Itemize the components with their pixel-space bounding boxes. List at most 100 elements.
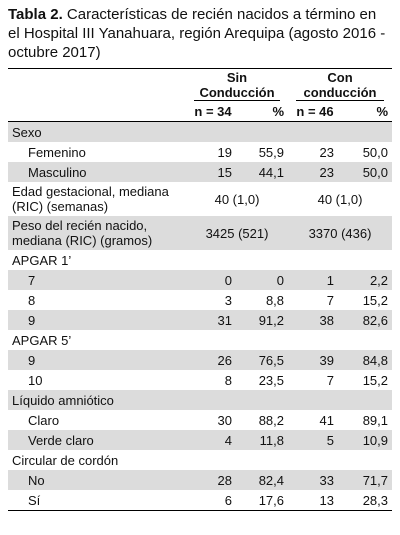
cell: 2,2 — [342, 270, 393, 290]
row: 7 0 0 1 2,2 — [8, 270, 393, 290]
cell: 23 — [288, 162, 343, 182]
row-label: Sexo — [8, 121, 186, 142]
cell: 13 — [319, 492, 335, 508]
row-label: Sí — [28, 492, 41, 508]
cell: 91,2 — [240, 310, 289, 330]
cell: 44,1 — [240, 162, 289, 182]
row: 9 26 76,5 39 84,8 — [8, 350, 393, 370]
cell: 40 (1,0) — [214, 191, 260, 207]
cell: 31 — [186, 310, 240, 330]
cell: 7 — [326, 292, 335, 308]
row: 9 31 91,2 38 82,6 — [8, 310, 393, 330]
cell: 0 — [240, 270, 289, 290]
cell: 15,2 — [362, 372, 389, 388]
row: 10 8 23,5 7 15,2 — [8, 370, 392, 390]
cell: 23,5 — [258, 372, 285, 388]
group: Con conducción — [296, 70, 385, 101]
row-label: Circular de cordón — [12, 452, 119, 468]
column-label: n = 34 — [194, 103, 232, 119]
table-label: Tabla 2. — [8, 6, 63, 23]
row-label: APGAR 5’ — [12, 332, 72, 348]
cell: 82,4 — [240, 470, 289, 490]
group-header: Sin Conducción Con conducción — [8, 68, 393, 101]
title: Tabla 2. Características de recién nacid… — [8, 5, 392, 62]
row-label: 7 — [8, 270, 186, 290]
group: Sin Conducción — [194, 70, 281, 101]
row: Claro 30 88,2 41 89,1 — [8, 410, 392, 430]
row: Verde claro 4 11,8 5 10,9 — [8, 430, 393, 450]
row: Edad gestacional, mediana (RIC) (semanas… — [8, 182, 392, 216]
cell: 76,5 — [240, 350, 289, 370]
cell: 28 — [186, 470, 240, 490]
row-label: 9 — [8, 310, 186, 330]
cell: 38 — [288, 310, 343, 330]
cell: 89,1 — [362, 412, 389, 428]
row-label: Femenino — [28, 144, 86, 160]
row-label: 10 — [28, 372, 43, 388]
cell: 15 — [186, 162, 240, 182]
cell: 17,6 — [258, 492, 285, 508]
document: Tabla 2. Características de recién nacid… — [8, 5, 393, 520]
row: Sí 6 17,6 13 28,3 — [8, 490, 393, 511]
cell: 3 — [224, 292, 232, 308]
column-label: n = 46 — [296, 103, 334, 119]
row: APGAR 1’ — [8, 250, 392, 270]
cell: 15,2 — [362, 292, 389, 308]
row: Peso del recién nacido, mediana (RIC) (g… — [8, 216, 393, 250]
row-label: Peso del recién nacido, mediana (RIC) (g… — [8, 216, 186, 250]
row-label: No — [8, 470, 186, 490]
column-header: n = 34% n = 46% — [8, 101, 393, 122]
row-label: APGAR 1’ — [12, 252, 72, 268]
cell — [186, 121, 393, 142]
row-label: Edad gestacional, mediana (RIC) (semanas… — [12, 184, 169, 214]
column-label: % — [376, 103, 389, 119]
column-label: % — [272, 103, 285, 119]
cell — [186, 250, 392, 270]
table: Sin Conducción Con conducción n = 34% n =… — [8, 68, 393, 511]
cell: 4 — [186, 430, 240, 450]
cell — [186, 390, 393, 410]
cell: 33 — [288, 470, 343, 490]
row: APGAR 5’ — [8, 330, 392, 350]
cell: 1 — [288, 270, 343, 290]
row-label: Masculino — [8, 162, 186, 182]
cell: 23 — [319, 144, 335, 160]
cell: 11,8 — [240, 430, 289, 450]
row-label: Claro — [28, 412, 60, 428]
cell: 55,9 — [258, 144, 285, 160]
cell: 26 — [186, 350, 240, 370]
cell: 28,3 — [362, 492, 389, 508]
cell: 39 — [288, 350, 343, 370]
cell: 82,6 — [342, 310, 393, 330]
cell: 7 — [326, 372, 335, 388]
cell: 6 — [224, 492, 232, 508]
cell: 88,2 — [258, 412, 285, 428]
row: Sexo — [8, 121, 393, 142]
cell — [186, 330, 392, 350]
row: Líquido amniótico — [8, 390, 393, 410]
cell: 84,8 — [342, 350, 393, 370]
cell: 10,9 — [342, 430, 393, 450]
row-label: Verde claro — [8, 430, 186, 450]
row-label: 9 — [8, 350, 186, 370]
row: Femenino 19 55,9 23 50,0 — [8, 142, 392, 162]
row: Masculino 15 44,1 23 50,0 — [8, 162, 393, 182]
row: 8 3 8,8 7 15,2 — [8, 290, 392, 310]
cell: 71,7 — [342, 470, 393, 490]
row: No 28 82,4 33 71,7 — [8, 470, 393, 490]
cell: 50,0 — [342, 162, 393, 182]
table-title: Características de recién nacidos a térm… — [8, 6, 386, 61]
cell: 3425 (521) — [186, 216, 289, 250]
cell: 5 — [288, 430, 343, 450]
cell — [186, 450, 392, 470]
cell: 50,0 — [362, 144, 389, 160]
cell: 41 — [319, 412, 335, 428]
cell: 8,8 — [265, 292, 285, 308]
cell: 19 — [217, 144, 232, 160]
cell: 30 — [217, 412, 232, 428]
cell: 0 — [186, 270, 240, 290]
cell: 40 (1,0) — [317, 191, 363, 207]
cell: 3370 (436) — [288, 216, 393, 250]
row: Circular de cordón — [8, 450, 392, 470]
